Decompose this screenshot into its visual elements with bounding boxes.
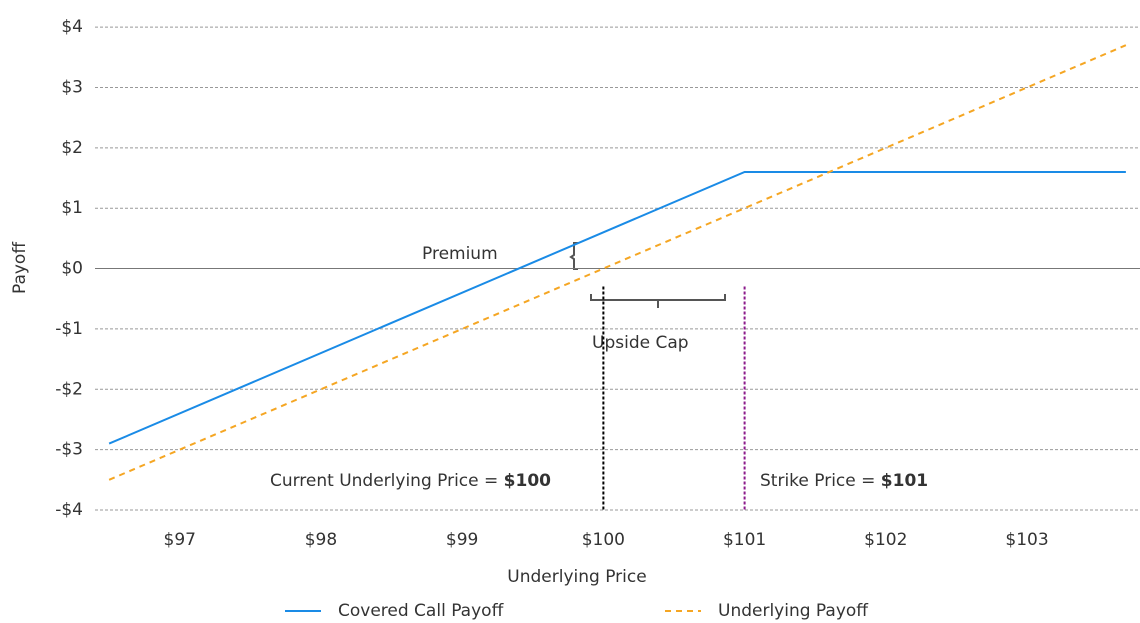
x-tick-label: $103 (1005, 530, 1048, 550)
legend-label: Covered Call Payoff (338, 601, 505, 621)
strike-value: $101 (881, 471, 928, 491)
x-tick-label: $101 (723, 530, 766, 550)
upside-cap-bracket (590, 294, 726, 308)
x-axis-title: Underlying Price (507, 567, 646, 587)
y-tick-label: $2 (61, 138, 83, 158)
current-prefix: Current Underlying Price = (270, 471, 504, 491)
strike-price-label: Strike Price = $101 (760, 471, 928, 491)
x-tick-label: $100 (582, 530, 625, 550)
x-tick-label: $99 (446, 530, 478, 550)
x-tick-label: $97 (164, 530, 196, 550)
y-tick-label: $0 (61, 259, 83, 279)
y-tick-label: -$3 (55, 440, 83, 460)
legend-label: Underlying Payoff (718, 601, 869, 621)
upside-cap-label: Upside Cap (592, 333, 689, 353)
y-tick-label: $3 (61, 77, 83, 97)
series-line (108, 170, 1126, 445)
current-value: $100 (504, 471, 551, 491)
y-tick-label: $1 (61, 198, 83, 218)
premium-label: Premium (422, 244, 498, 264)
current-price-label: Current Underlying Price = $100 (270, 471, 551, 491)
y-tick-label: -$2 (55, 379, 83, 399)
x-tick-label: $98 (305, 530, 337, 550)
y-tick-label: -$1 (55, 319, 83, 339)
strike-prefix: Strike Price = (760, 471, 881, 491)
series-line (108, 44, 1127, 481)
y-tick-label: -$4 (55, 500, 83, 520)
premium-bracket (569, 242, 578, 270)
x-tick-label: $102 (864, 530, 907, 550)
y-axis-title: Payoff (10, 241, 30, 294)
y-tick-label: $4 (61, 17, 83, 37)
